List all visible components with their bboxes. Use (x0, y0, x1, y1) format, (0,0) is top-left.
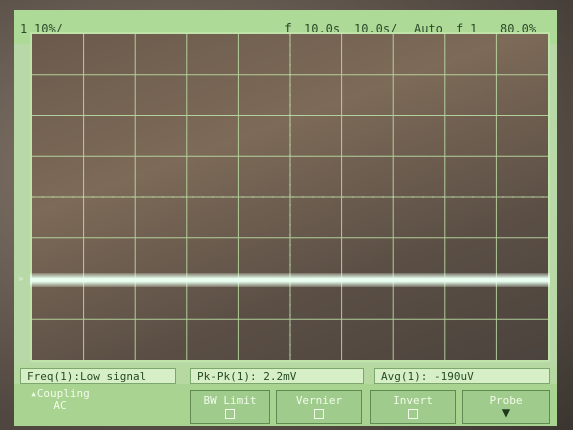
bw-limit-checkbox[interactable] (225, 409, 235, 419)
trigger-source-icon: ƒ (456, 22, 464, 36)
coupling-value: AC (53, 399, 67, 412)
trigger-icon: ƒ (284, 22, 292, 37)
avg-measurement: Avg(1): -190uV (374, 368, 550, 384)
freq-measurement: Freq(1):Low signal (20, 368, 176, 384)
probe-softkey[interactable]: Probe ▼ (462, 390, 550, 424)
invert-label: Invert (393, 394, 433, 407)
coupling-label: Coupling (36, 387, 90, 400)
vernier-checkbox[interactable] (314, 409, 324, 419)
channel-ground-marker-icon: ▸ (18, 270, 26, 285)
invert-checkbox[interactable] (408, 409, 418, 419)
invert-softkey[interactable]: Invert (370, 390, 456, 424)
waveform-trace (30, 272, 550, 287)
probe-label: Probe (489, 394, 523, 407)
vernier-softkey[interactable]: Vernier (276, 390, 362, 424)
probe-down-arrow-icon: ▼ (501, 405, 511, 421)
waveform-graticule (30, 32, 550, 362)
bw-limit-softkey[interactable]: BW Limit (190, 390, 270, 424)
coupling-softkey[interactable]: ▴Coupling AC (14, 386, 106, 422)
coupling-arrow-icon: ▴ (30, 387, 37, 400)
channel-indicator: 1 (20, 22, 28, 36)
bw-limit-label: BW Limit (203, 394, 257, 407)
graticule-lines (32, 34, 548, 360)
center-axis-ticks (32, 34, 548, 360)
trigger-source: 1 (470, 22, 478, 36)
pkpk-measurement: Pk-Pk(1): 2.2mV (190, 368, 364, 384)
vernier-label: Vernier (295, 394, 343, 407)
